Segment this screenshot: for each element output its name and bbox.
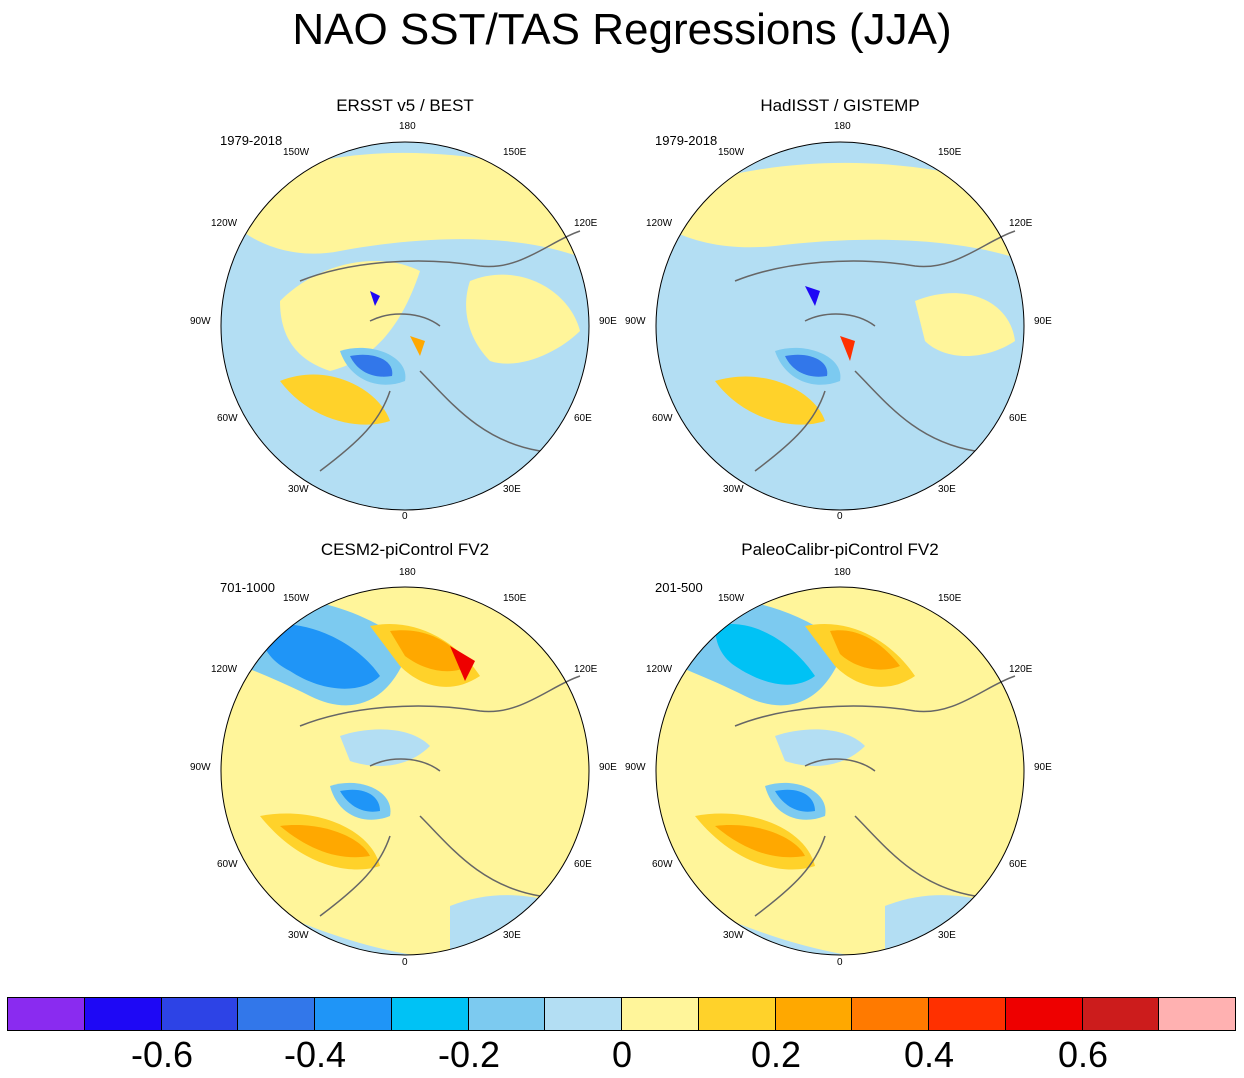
lon-label-30w: 30W: [288, 484, 309, 495]
lon-label-120e: 120E: [1009, 218, 1033, 229]
lon-label-120e: 120E: [1009, 664, 1033, 675]
lon-label-120e: 120E: [574, 664, 598, 675]
lon-label-180: 180: [834, 121, 851, 132]
polar-map-4: [655, 586, 1025, 956]
polar-map-2: [655, 141, 1025, 511]
lon-label-0: 0: [837, 511, 843, 522]
colorbar-cell: [314, 997, 392, 1031]
colorbar-tick-label: 0.6: [1057, 1034, 1109, 1075]
lon-label-60w: 60W: [217, 859, 238, 870]
panel-period-1: 1979-2018: [220, 133, 283, 148]
lon-label-60w: 60W: [652, 859, 673, 870]
colorbar-cell: [928, 997, 1006, 1031]
lon-label-60w: 60W: [652, 413, 673, 424]
lon-label-60e: 60E: [574, 413, 592, 424]
colorbar-cell: [1158, 997, 1236, 1031]
panel-period-3: 701-1000: [220, 580, 275, 595]
lon-label-90w: 90W: [190, 316, 211, 327]
panel-title-3: CESM2-piControl FV2: [320, 540, 490, 559]
colorbar-cell: [1004, 997, 1083, 1031]
colorbar-cell: [1081, 997, 1160, 1031]
lon-label-150e: 150E: [938, 593, 962, 604]
lon-label-90e: 90E: [1034, 316, 1052, 327]
colorbar-cell: [774, 997, 853, 1031]
colorbar-cell: [467, 997, 546, 1031]
polar-map-1: [220, 141, 590, 511]
colorbar-cell: [83, 997, 162, 1031]
lon-label-90w: 90W: [190, 762, 211, 773]
panel-title-4: PaleoCalibr-piControl FV2: [741, 540, 939, 559]
colorbar: [7, 997, 1236, 1031]
lon-label-150e: 150E: [503, 147, 527, 158]
lon-label-150w: 150W: [718, 593, 745, 604]
colorbar-cell: [851, 997, 929, 1031]
lon-label-150w: 150W: [718, 147, 745, 158]
colorbar-cell: [160, 997, 239, 1031]
polar-map-3: [220, 586, 590, 956]
colorbar-tick-label: 0: [611, 1034, 633, 1075]
lon-label-150e: 150E: [938, 147, 962, 158]
lon-label-90e: 90E: [1034, 762, 1052, 773]
lon-label-90e: 90E: [599, 762, 617, 773]
lon-label-30w: 30W: [723, 930, 744, 941]
lon-label-60e: 60E: [1009, 859, 1027, 870]
lon-label-120w: 120W: [646, 664, 673, 675]
lon-label-60e: 60E: [1009, 413, 1027, 424]
colorbar-tick-label: -0.2: [437, 1034, 501, 1075]
lon-label-60e: 60E: [574, 859, 592, 870]
lon-label-60w: 60W: [217, 413, 238, 424]
panel-period-4: 201-500: [655, 580, 703, 595]
colorbar-cell: [697, 997, 776, 1031]
panel-title-2: HadISST / GISTEMP: [760, 96, 920, 115]
lon-label-150w: 150W: [283, 147, 310, 158]
panel-title-1: ERSST v5 / BEST: [336, 96, 474, 115]
colorbar-cell: [390, 997, 469, 1031]
lon-label-180: 180: [834, 567, 851, 578]
lon-label-120w: 120W: [211, 664, 238, 675]
lon-label-180: 180: [399, 567, 416, 578]
lon-label-90w: 90W: [625, 762, 646, 773]
colorbar-cell: [237, 997, 315, 1031]
lon-label-120e: 120E: [574, 218, 598, 229]
lon-label-0: 0: [402, 957, 408, 968]
figure-title: NAO SST/TAS Regressions (JJA): [292, 5, 952, 54]
lon-label-30w: 30W: [288, 930, 309, 941]
lon-label-30e: 30E: [503, 930, 521, 941]
lon-label-30e: 30E: [938, 484, 956, 495]
lon-label-30w: 30W: [723, 484, 744, 495]
lon-label-90w: 90W: [625, 316, 646, 327]
colorbar-cell: [621, 997, 699, 1031]
colorbar-tick-label: 0.2: [750, 1034, 802, 1075]
panel-period-2: 1979-2018: [655, 133, 718, 148]
lon-label-150w: 150W: [283, 593, 310, 604]
lon-label-120w: 120W: [211, 218, 238, 229]
colorbar-cell: [7, 997, 85, 1031]
colorbar-tick-label: 0.4: [903, 1034, 955, 1075]
lon-label-120w: 120W: [646, 218, 673, 229]
colorbar-cell: [544, 997, 622, 1031]
lon-label-90e: 90E: [599, 316, 617, 327]
colorbar-tick-label: -0.6: [130, 1034, 194, 1075]
lon-label-180: 180: [399, 121, 416, 132]
colorbar-tick-label: -0.4: [283, 1034, 347, 1075]
lon-label-150e: 150E: [503, 593, 527, 604]
lon-label-0: 0: [837, 957, 843, 968]
lon-label-0: 0: [402, 511, 408, 522]
lon-label-30e: 30E: [938, 930, 956, 941]
lon-label-30e: 30E: [503, 484, 521, 495]
